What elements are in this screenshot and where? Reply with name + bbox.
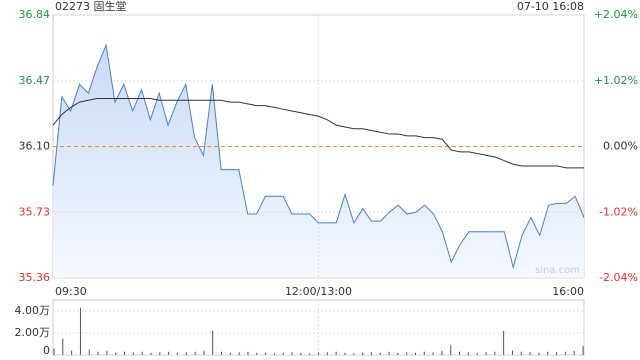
price-line xyxy=(52,98,584,169)
x-tick-label: 12:00/13:00 xyxy=(285,285,352,298)
watermark: sina.com xyxy=(535,265,580,276)
y-tick-label: 36.84 xyxy=(19,8,51,21)
timestamp: 07-10 16:08 xyxy=(517,0,584,13)
y2-tick-label: -2.04% xyxy=(599,271,638,284)
y2-tick-label: +2.04% xyxy=(594,8,638,21)
x-tick-label: 09:30 xyxy=(55,285,87,298)
y2-tick-label: 0.00% xyxy=(603,140,638,153)
y2-tick-label: -1.02% xyxy=(599,205,638,218)
stock-title: 02273 固生堂 xyxy=(55,0,127,13)
y-tick-label: 36.47 xyxy=(19,74,51,87)
y2-tick-label: +1.02% xyxy=(594,74,638,87)
x-tick-label: 16:00 xyxy=(552,285,584,298)
price-fill xyxy=(53,45,584,279)
y-tick-label: 0 xyxy=(43,344,50,357)
y-tick-label: 35.36 xyxy=(19,271,51,284)
y-tick-label: 36.10 xyxy=(19,140,51,153)
y-tick-label: 4.00万 xyxy=(15,304,51,317)
price-line xyxy=(52,43,585,270)
y-tick-label: 35.73 xyxy=(19,205,51,218)
y-tick-label: 2.00万 xyxy=(15,326,51,339)
